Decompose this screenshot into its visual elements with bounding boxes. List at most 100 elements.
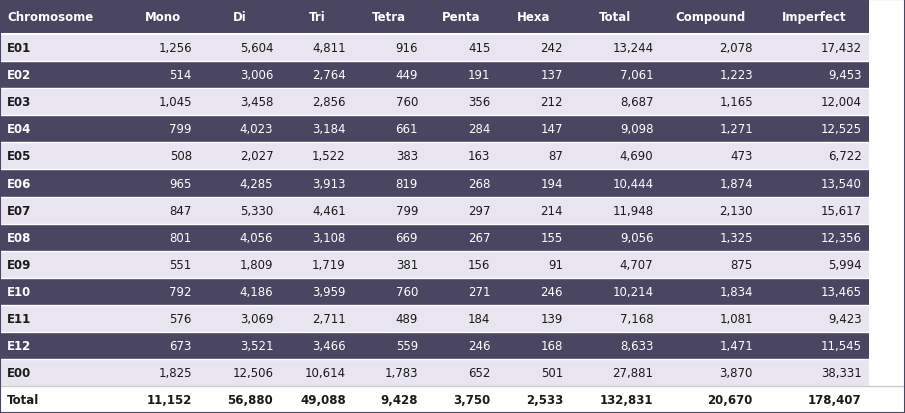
- Bar: [353, 116, 425, 143]
- Bar: [127, 0, 199, 35]
- Text: 3,184: 3,184: [312, 123, 346, 136]
- Bar: [199, 305, 281, 332]
- Text: Hexa: Hexa: [517, 11, 551, 24]
- Bar: [661, 170, 760, 197]
- Text: 4,707: 4,707: [620, 258, 653, 271]
- Bar: [199, 197, 281, 224]
- Bar: [661, 143, 760, 170]
- Text: E01: E01: [7, 42, 32, 55]
- Text: 4,811: 4,811: [312, 42, 346, 55]
- Bar: [760, 332, 869, 359]
- Bar: [199, 224, 281, 251]
- Text: 242: 242: [540, 42, 563, 55]
- Bar: [661, 62, 760, 89]
- Bar: [281, 278, 353, 305]
- Bar: [0, 332, 127, 359]
- Text: 3,069: 3,069: [240, 312, 273, 325]
- Bar: [0, 305, 127, 332]
- Bar: [199, 386, 281, 413]
- Text: 11,545: 11,545: [821, 339, 862, 352]
- Bar: [0, 386, 127, 413]
- Bar: [661, 332, 760, 359]
- Text: 1,809: 1,809: [240, 258, 273, 271]
- Text: E06: E06: [7, 177, 32, 190]
- Text: 819: 819: [395, 177, 418, 190]
- Text: 147: 147: [540, 123, 563, 136]
- Bar: [570, 197, 661, 224]
- Bar: [498, 359, 570, 386]
- Bar: [353, 89, 425, 116]
- Text: 10,214: 10,214: [613, 285, 653, 298]
- Bar: [281, 0, 353, 35]
- Bar: [199, 62, 281, 89]
- Bar: [199, 332, 281, 359]
- Bar: [353, 332, 425, 359]
- Text: 13,465: 13,465: [821, 285, 862, 298]
- Bar: [661, 0, 760, 35]
- Bar: [498, 143, 570, 170]
- Text: 137: 137: [540, 69, 563, 82]
- Bar: [425, 278, 498, 305]
- Bar: [0, 197, 127, 224]
- Text: 2,764: 2,764: [312, 69, 346, 82]
- Bar: [281, 35, 353, 62]
- Text: Di: Di: [233, 11, 247, 24]
- Text: 1,874: 1,874: [719, 177, 753, 190]
- Text: E08: E08: [7, 231, 32, 244]
- Text: 3,458: 3,458: [240, 96, 273, 109]
- Text: 501: 501: [540, 366, 563, 379]
- Text: E05: E05: [7, 150, 32, 163]
- Text: 4,690: 4,690: [620, 150, 653, 163]
- Text: 271: 271: [468, 285, 491, 298]
- Text: 17,432: 17,432: [821, 42, 862, 55]
- Text: 3,870: 3,870: [719, 366, 753, 379]
- Text: 91: 91: [548, 258, 563, 271]
- Bar: [570, 278, 661, 305]
- Text: 661: 661: [395, 123, 418, 136]
- Text: Chromosome: Chromosome: [7, 11, 93, 24]
- Bar: [570, 143, 661, 170]
- Text: 473: 473: [730, 150, 753, 163]
- Text: 383: 383: [396, 150, 418, 163]
- Text: 875: 875: [730, 258, 753, 271]
- Text: Total: Total: [7, 393, 40, 406]
- Text: 12,506: 12,506: [233, 366, 273, 379]
- Bar: [760, 116, 869, 143]
- Text: Compound: Compound: [675, 11, 746, 24]
- Text: 508: 508: [170, 150, 192, 163]
- Text: 760: 760: [395, 285, 418, 298]
- Bar: [760, 170, 869, 197]
- Text: 163: 163: [468, 150, 491, 163]
- Bar: [570, 62, 661, 89]
- Text: 489: 489: [395, 312, 418, 325]
- Bar: [425, 89, 498, 116]
- Text: 381: 381: [395, 258, 418, 271]
- Bar: [0, 170, 127, 197]
- Text: 652: 652: [468, 366, 491, 379]
- Bar: [760, 305, 869, 332]
- Text: E11: E11: [7, 312, 32, 325]
- Bar: [760, 0, 869, 35]
- Bar: [425, 0, 498, 35]
- Text: 3,466: 3,466: [312, 339, 346, 352]
- Bar: [0, 116, 127, 143]
- Bar: [127, 35, 199, 62]
- Bar: [661, 116, 760, 143]
- Bar: [425, 62, 498, 89]
- Bar: [760, 386, 869, 413]
- Bar: [281, 305, 353, 332]
- Bar: [0, 224, 127, 251]
- Text: 5,994: 5,994: [828, 258, 862, 271]
- Bar: [127, 143, 199, 170]
- Bar: [425, 116, 498, 143]
- Bar: [661, 359, 760, 386]
- Bar: [498, 197, 570, 224]
- Bar: [498, 278, 570, 305]
- Text: 212: 212: [540, 96, 563, 109]
- Bar: [127, 359, 199, 386]
- Text: 576: 576: [169, 312, 192, 325]
- Text: 1,325: 1,325: [719, 231, 753, 244]
- Bar: [353, 62, 425, 89]
- Bar: [127, 251, 199, 278]
- Bar: [127, 62, 199, 89]
